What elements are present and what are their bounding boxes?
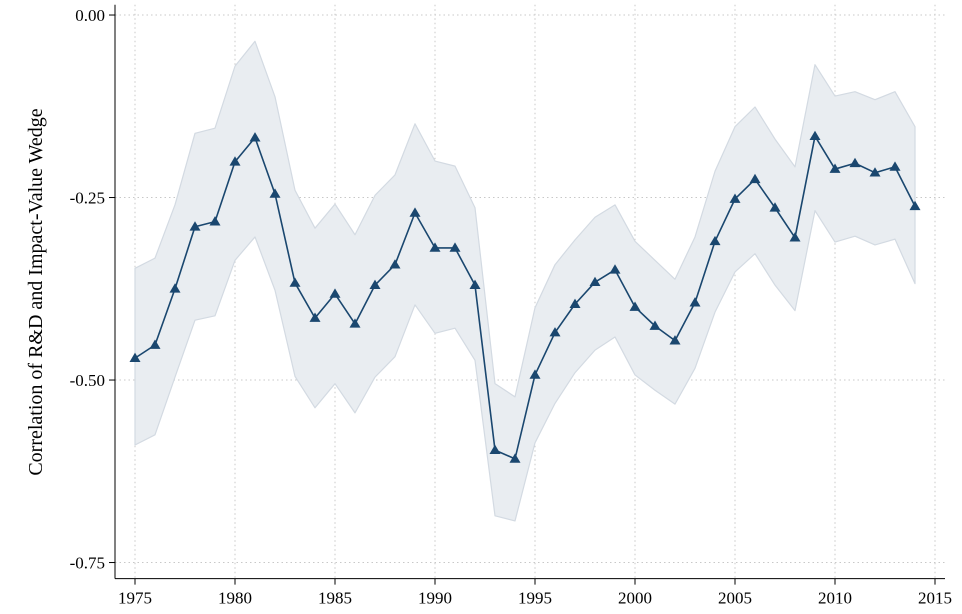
marker [529, 369, 541, 379]
y-tick-label: -0.25 [70, 189, 105, 208]
marker [289, 277, 301, 287]
x-tick-label: 2005 [718, 589, 752, 608]
marker [189, 221, 201, 231]
marker [469, 279, 481, 289]
marker [269, 188, 281, 198]
marker [349, 318, 361, 328]
x-tick-label: 1985 [318, 589, 352, 608]
marker [389, 259, 401, 269]
marker [809, 130, 821, 141]
y-tick-label: 0.00 [75, 6, 105, 25]
marker [909, 200, 921, 211]
x-tick-label: 2000 [618, 589, 652, 608]
y-tick-label: -0.75 [70, 554, 105, 573]
marker [689, 297, 701, 307]
marker [829, 163, 841, 173]
marker [549, 327, 561, 337]
x-tick-label: 2010 [818, 589, 852, 608]
marker [489, 444, 501, 454]
marker [309, 312, 321, 322]
marker [649, 320, 661, 330]
marker [749, 173, 761, 184]
marker [629, 301, 641, 311]
x-tick-label: 1975 [118, 589, 152, 608]
confidence-band [134, 40, 916, 522]
marker [209, 216, 221, 226]
x-tick-label: 1995 [518, 589, 552, 608]
y-axis-label: Correlation of R&D and Impact-Value Wedg… [25, 108, 47, 475]
y-tick-label: -0.50 [70, 371, 105, 390]
marker [449, 242, 461, 252]
marker [789, 232, 801, 242]
marker [569, 298, 581, 308]
marker [869, 167, 881, 177]
marker [609, 264, 621, 274]
marker [429, 242, 441, 252]
marker [509, 453, 521, 463]
marker [169, 283, 181, 293]
line [134, 135, 916, 460]
marker [409, 207, 421, 217]
marker [769, 202, 781, 212]
marker [669, 335, 681, 345]
x-tick-label: 1990 [418, 589, 452, 608]
marker [249, 132, 261, 142]
marker [889, 161, 901, 171]
marker [729, 193, 741, 203]
x-tick-label: 2015 [918, 589, 952, 608]
marker [369, 279, 381, 289]
marker [129, 352, 141, 362]
marker [589, 276, 601, 287]
marker [149, 339, 161, 349]
marker [709, 235, 721, 246]
x-tick-label: 1980 [218, 589, 252, 608]
marker [849, 157, 861, 168]
marker [329, 288, 341, 298]
marker [229, 156, 241, 166]
